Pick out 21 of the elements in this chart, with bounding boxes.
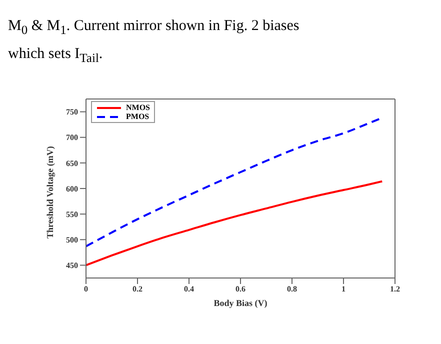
y-tick-label: 450 (66, 261, 78, 270)
x-tick-label: 1 (342, 284, 346, 294)
x-tick-label: 0.6 (236, 284, 246, 294)
x-tick-label: 1.2 (390, 284, 400, 294)
text: M$_{0}$ & M$_{1}$. Current mirror shown in Fig. 2 biases (8, 18, 300, 39)
legend-label: NMOS (126, 103, 150, 112)
y-tick-label: 700 (66, 133, 78, 142)
x-tick-label: 0.4 (184, 284, 194, 294)
x-tick-label: 0.2 (132, 284, 142, 294)
y-tick-label: 500 (66, 235, 78, 244)
text: which sets I$_{Tail}$. (8, 46, 104, 67)
x-tick-label: 0.8 (287, 284, 297, 294)
y-axis-title: Threshold Voltage (mV) (45, 146, 56, 238)
y-tick-label: 550 (66, 210, 78, 219)
y-tick-label: 600 (66, 184, 78, 194)
x-tick-label: 0 (84, 284, 88, 294)
x-axis-title: Body Bias (V) (214, 298, 268, 308)
line-series (86, 180, 384, 266)
y-tick-label: 650 (66, 158, 78, 168)
y-tick-label: 750 (66, 108, 78, 117)
legend-label: PMOS (126, 112, 150, 121)
